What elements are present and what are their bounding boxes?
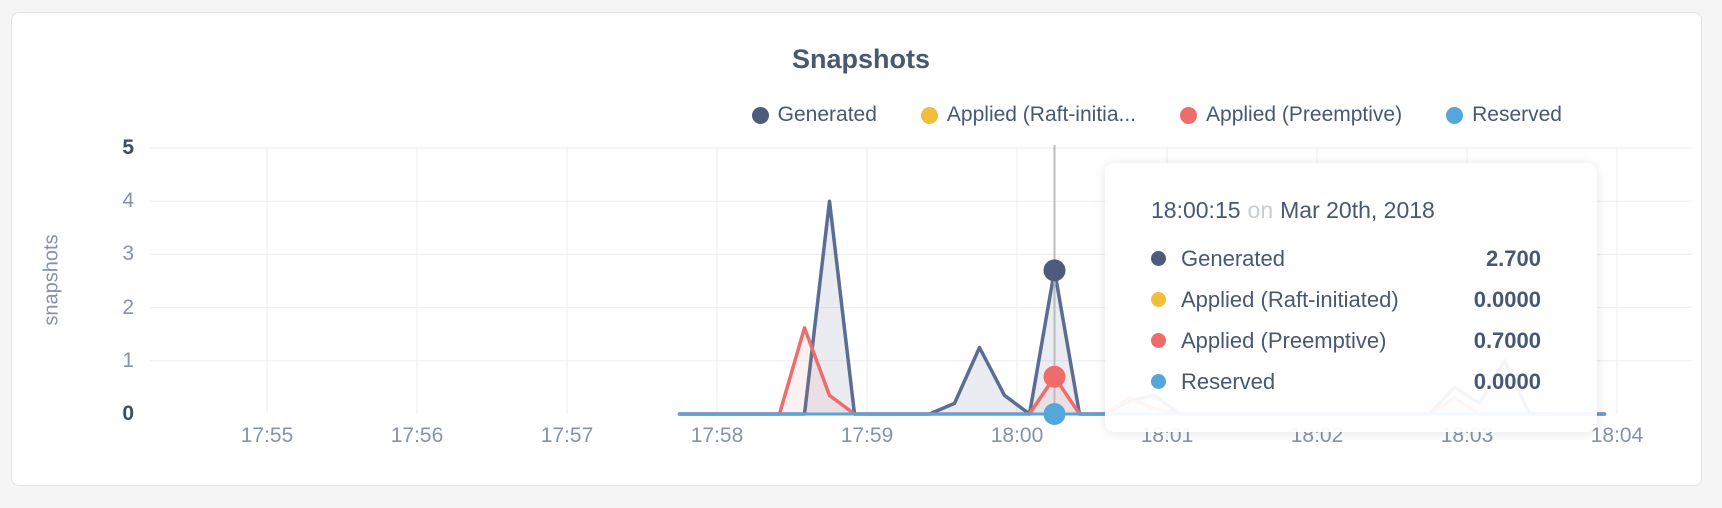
x-tick-1804: 18:04 bbox=[1590, 424, 1644, 447]
legend-item-reserved[interactable]: Reserved bbox=[1446, 103, 1562, 127]
x-tick-1755: 17:55 bbox=[240, 424, 294, 447]
legend-dot-applied-raft-icon bbox=[920, 106, 938, 124]
tooltip-label-applied-raft: Applied (Raft-initiated) bbox=[1181, 286, 1399, 312]
legend-label-generated: Generated bbox=[777, 103, 877, 126]
tooltip-value-generated: 2.700 bbox=[1485, 245, 1541, 271]
chart-title: Snapshots bbox=[791, 44, 931, 74]
tooltip-header: 18:00:15 on Mar 20th, 2018 bbox=[1151, 197, 1541, 224]
legend-item-applied-preemptive[interactable]: Applied (Preemptive) bbox=[1180, 103, 1402, 127]
tooltip-value-applied-raft: 0.0000 bbox=[1473, 286, 1541, 312]
tooltip-dot-applied-raft-icon bbox=[1151, 292, 1166, 307]
tooltip-label-generated: Generated bbox=[1181, 245, 1285, 271]
legend-item-applied-raft[interactable]: Applied (Raft-initia... bbox=[920, 103, 1137, 127]
tooltip-label-applied-preemptive: Applied (Preemptive) bbox=[1181, 327, 1387, 353]
legend-label-reserved: Reserved bbox=[1472, 103, 1562, 126]
legend-label-applied-raft: Applied (Raft-initia... bbox=[946, 103, 1137, 126]
y-tick-3: 3 bbox=[122, 242, 134, 265]
y-tick-0: 0 bbox=[122, 402, 134, 425]
y-tick-4: 4 bbox=[122, 189, 134, 212]
legend: Generated Applied (Raft-initia... Applie… bbox=[751, 103, 1562, 127]
y-tick-5: 5 bbox=[122, 136, 134, 159]
tooltip-value-reserved: 0.0000 bbox=[1473, 368, 1541, 394]
tooltip-dot-applied-preemptive-icon bbox=[1151, 333, 1166, 348]
tooltip-row-applied-raft: Applied (Raft-initiated) 0.0000 bbox=[1151, 279, 1541, 320]
legend-dot-applied-preemptive-icon bbox=[1180, 106, 1198, 124]
tooltip-on-word: on bbox=[1247, 197, 1274, 223]
legend-item-generated[interactable]: Generated bbox=[751, 103, 877, 127]
x-tick-1800: 18:00 bbox=[990, 424, 1044, 447]
legend-dot-generated-icon bbox=[751, 106, 769, 124]
y-tick-2: 2 bbox=[122, 296, 134, 319]
tooltip-row-generated: Generated 2.700 bbox=[1151, 238, 1541, 279]
legend-label-applied-preemptive: Applied (Preemptive) bbox=[1206, 103, 1403, 126]
tooltip-value-applied-preemptive: 0.7000 bbox=[1473, 327, 1541, 353]
x-tick-1759: 17:59 bbox=[840, 424, 894, 447]
x-tick-1757: 17:57 bbox=[540, 424, 594, 447]
tooltip-row-applied-preemptive: Applied (Preemptive) 0.7000 bbox=[1151, 320, 1541, 361]
chart-tooltip: 18:00:15 on Mar 20th, 2018 Generated 2.700… bbox=[1105, 163, 1597, 432]
tooltip-time: 18:00:15 bbox=[1151, 197, 1241, 223]
tooltip-dot-generated-icon bbox=[1151, 251, 1166, 266]
y-tick-1: 1 bbox=[122, 349, 134, 372]
tooltip-dot-reserved-icon bbox=[1151, 374, 1166, 389]
tooltip-label-reserved: Reserved bbox=[1181, 368, 1276, 394]
x-tick-1756: 17:56 bbox=[390, 424, 444, 447]
tooltip-date: Mar 20th, 2018 bbox=[1280, 197, 1435, 223]
x-tick-1758: 17:58 bbox=[690, 424, 744, 447]
tooltip-row-reserved: Reserved 0.0000 bbox=[1151, 361, 1541, 402]
legend-dot-reserved-icon bbox=[1446, 106, 1464, 124]
